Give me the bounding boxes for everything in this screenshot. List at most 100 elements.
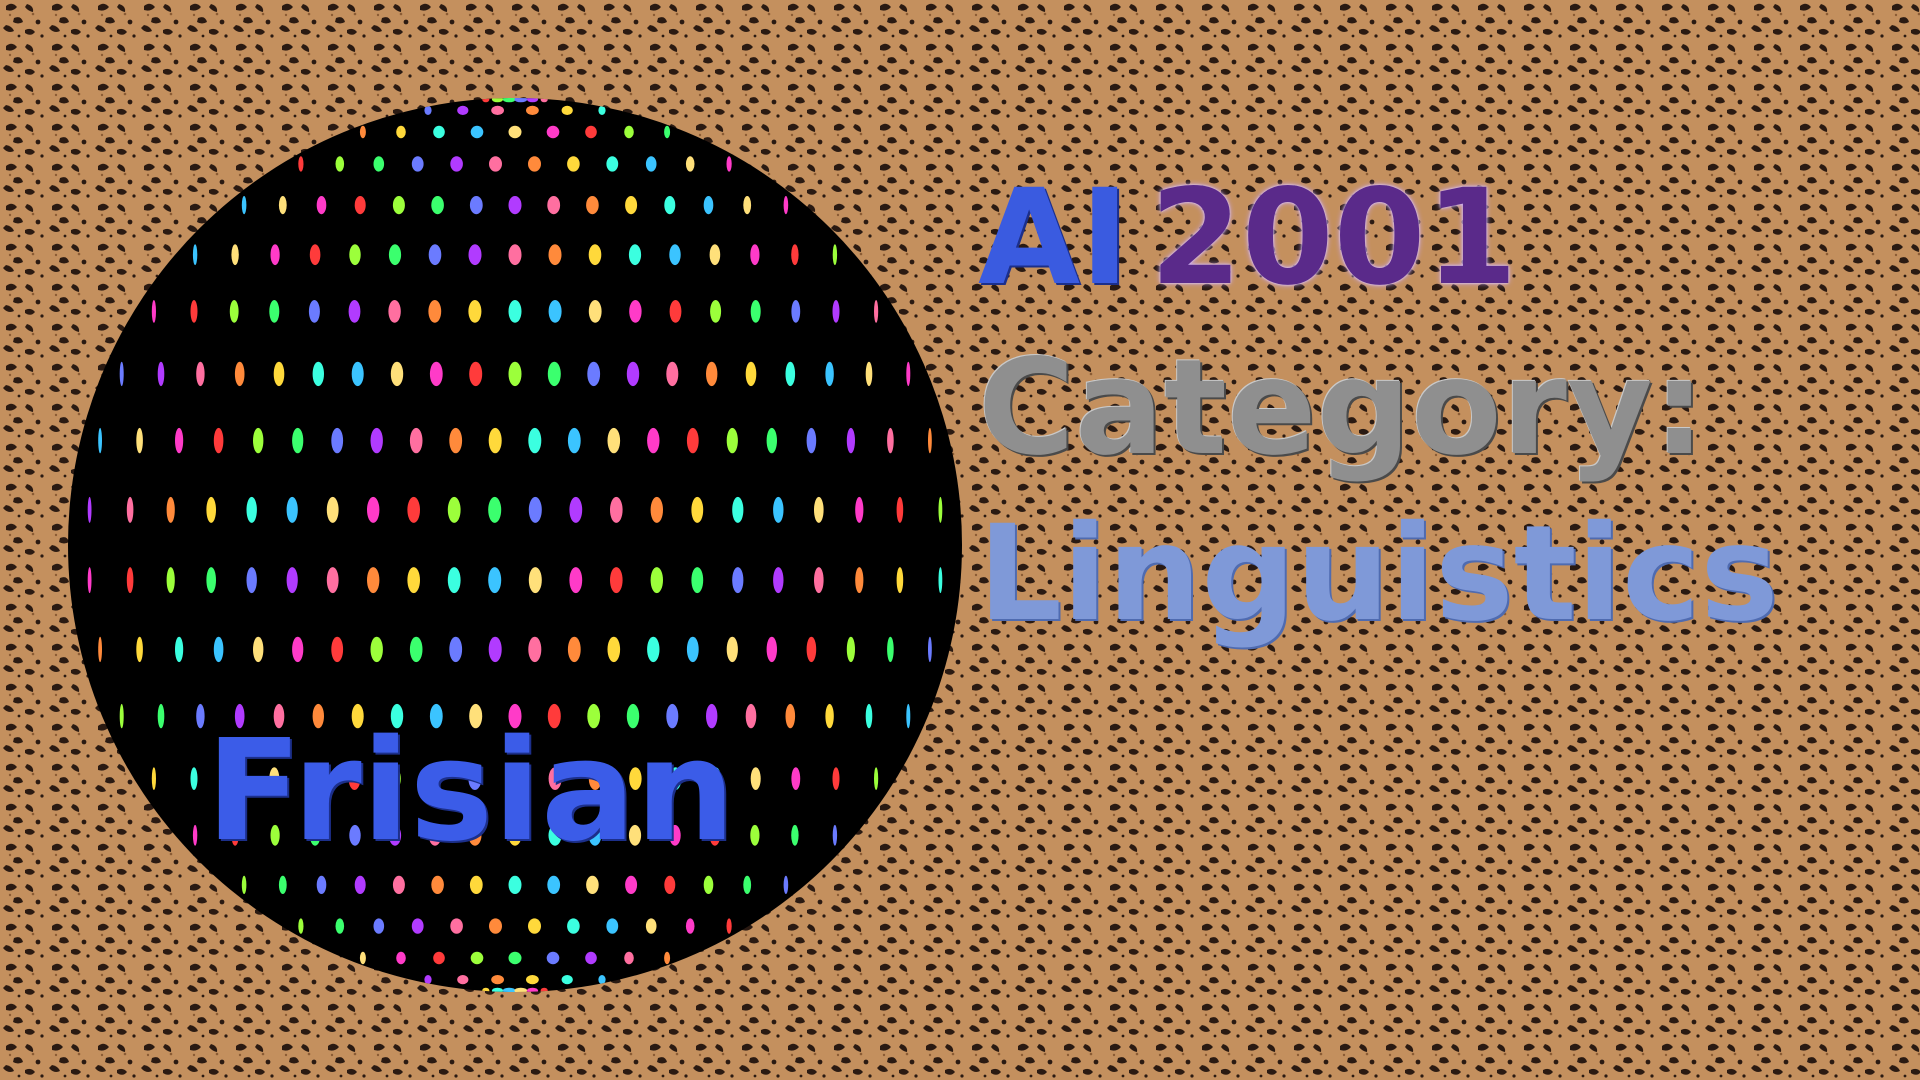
disco-ball-tile — [206, 567, 216, 594]
disco-ball-tile — [87, 567, 92, 594]
disco-ball-tile — [450, 918, 463, 934]
disco-ball-tile — [488, 636, 502, 663]
disco-ball-tile — [906, 361, 911, 387]
disco-ball-tile — [373, 156, 385, 172]
disco-ball-tile — [286, 567, 298, 594]
disco-ball-tile — [938, 567, 943, 594]
disco-ball-tile — [785, 361, 796, 387]
disco-ball-tile — [373, 918, 385, 934]
disco-ball-tile — [433, 125, 445, 139]
disco-ball-tile — [938, 496, 943, 523]
disco-ball-tile — [196, 361, 205, 387]
disco-ball-tile — [588, 824, 602, 846]
disco-ball-tile — [629, 767, 642, 790]
disco-ball-tile — [508, 767, 522, 790]
disco-ball-tile — [269, 767, 280, 790]
disco-ball-tile — [316, 196, 327, 215]
disco-ball-tile — [119, 361, 124, 387]
disco-ball-tile — [726, 156, 732, 172]
disco-ball-tile — [685, 156, 695, 172]
disco-ball-tile — [491, 98, 504, 103]
disco-ball-tile — [335, 918, 345, 934]
disco-ball-tile — [526, 987, 539, 992]
disco-ball-tile — [502, 987, 516, 992]
disco-ball-tile — [607, 427, 621, 454]
disco-ball-tile — [664, 196, 676, 215]
disco-ball-tile — [331, 427, 344, 454]
disco-ball-tile — [650, 567, 663, 594]
disco-ball-tile — [126, 567, 134, 594]
disco-ball-tile — [874, 767, 879, 790]
disco-ball-tile — [528, 567, 542, 594]
disco-ball-tile — [388, 244, 402, 266]
disco-ball-tile — [349, 824, 361, 846]
disco-ball-tile — [253, 427, 264, 454]
disco-ball-tile — [710, 300, 722, 323]
disco-ball-tile — [706, 703, 718, 729]
disco-ball-tile — [335, 156, 345, 172]
disco-ball-tile — [906, 703, 911, 729]
disco-ball-tile — [468, 244, 482, 266]
disco-ball-tile — [151, 300, 156, 323]
disco-ball-tile — [488, 496, 502, 523]
disco-ball-tile — [645, 918, 657, 934]
disco-ball-tile — [666, 703, 679, 729]
disco-ball-tile — [686, 427, 699, 454]
disco-ball-tile — [567, 918, 580, 934]
disco-ball-tile — [743, 875, 752, 895]
disco-ball-tile — [664, 875, 676, 895]
disco-ball-tile — [587, 703, 601, 729]
brand-label: AI — [978, 161, 1130, 315]
disco-ball-tile — [119, 703, 124, 729]
disco-ball-tile — [783, 875, 789, 895]
disco-ball-tile — [190, 767, 198, 790]
disco-ball-tile — [546, 951, 560, 965]
disco-ball-tile — [526, 98, 539, 103]
disco-ball-tile — [246, 496, 257, 523]
disco-ball-tile — [273, 361, 285, 387]
disco-ball-tile — [548, 300, 562, 323]
disco-ball-tile — [348, 300, 361, 323]
disco-ball-tile — [896, 496, 904, 523]
disco-ball-tile — [887, 427, 894, 454]
disco-ball-tile — [359, 951, 366, 965]
disco-ball-tile — [98, 427, 102, 454]
disco-ball-tile — [392, 196, 405, 215]
disco-ball-tile — [647, 427, 660, 454]
disco-ball-tile — [540, 98, 548, 103]
disco-ball-tile — [457, 105, 469, 115]
disco-ball-tile — [367, 567, 380, 594]
disco-ball-tile — [647, 636, 660, 663]
disco-ball-tile — [253, 636, 264, 663]
disco-ball-tile — [449, 636, 463, 663]
disco-ball-tile — [491, 987, 504, 992]
disco-ball-tile — [270, 244, 280, 266]
disco-ball-tile — [190, 300, 198, 323]
disco-ball-tile — [286, 496, 298, 523]
disco-ball-tile — [388, 767, 401, 790]
disco-ball-tile — [508, 951, 522, 965]
subject-label: Linguistics — [978, 497, 1779, 651]
disco-ball-tile — [192, 244, 198, 266]
disco-ball-tile — [865, 703, 873, 729]
disco-ball-tile — [508, 300, 522, 323]
disco-ball-tile — [166, 496, 175, 523]
disco-ball-tile — [508, 196, 522, 215]
disco-ball-tile — [508, 361, 522, 387]
disco-ball-tile — [359, 125, 366, 139]
disco-ball-tile — [586, 875, 599, 895]
disco-ball-tile — [269, 300, 280, 323]
disco-ball-tile — [449, 427, 463, 454]
disco-ball-tile — [396, 125, 406, 139]
disco-ball-tile — [292, 427, 304, 454]
disco-ball-tile — [428, 244, 442, 266]
disco-ball-tile — [292, 636, 304, 663]
disco-ball-tile — [587, 361, 601, 387]
disco-ball-tile — [407, 567, 421, 594]
disco-ball-tile — [928, 636, 932, 663]
year-label: 2001 — [1150, 161, 1518, 315]
disco-ball-tile — [791, 824, 799, 846]
disco-ball-tile — [624, 951, 634, 965]
disco-ball-tile — [309, 824, 321, 846]
disco-ball-tile — [409, 636, 423, 663]
